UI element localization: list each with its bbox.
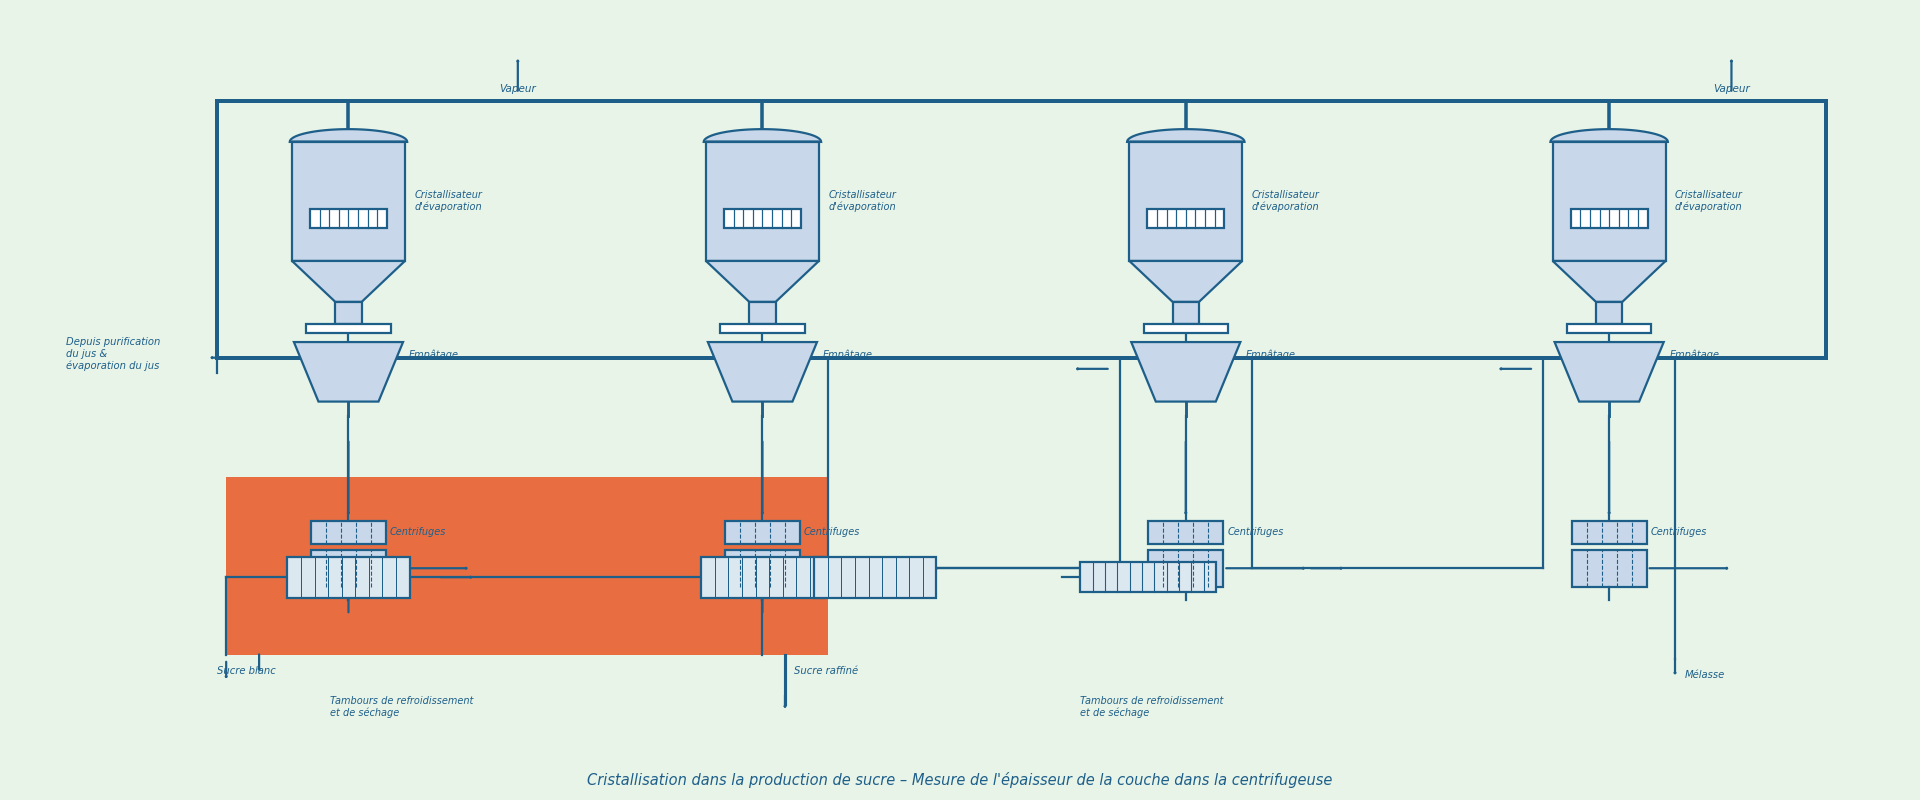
Polygon shape [1555, 342, 1665, 402]
Text: Cristallisateur
d'évaporation: Cristallisateur d'évaporation [1252, 190, 1319, 213]
Bar [701, 557, 824, 598]
Polygon shape [1553, 261, 1665, 302]
Bar [311, 550, 386, 587]
Text: Centrifuges: Centrifuges [804, 527, 860, 538]
Polygon shape [1551, 129, 1668, 142]
Text: Empâtage: Empâtage [822, 350, 874, 360]
Bar [307, 324, 390, 333]
Polygon shape [290, 129, 407, 142]
Polygon shape [705, 129, 822, 142]
Polygon shape [1131, 342, 1240, 402]
Bar [1596, 302, 1622, 324]
Text: Cristallisateur
d'évaporation: Cristallisateur d'évaporation [1674, 190, 1743, 213]
Text: Sucre blanc: Sucre blanc [217, 666, 275, 677]
Text: Empâtage: Empâtage [1246, 350, 1296, 360]
Bar [227, 477, 828, 655]
Text: Vapeur: Vapeur [499, 83, 536, 94]
Bar [1148, 522, 1223, 544]
Text: Cristallisateur
d'évaporation: Cristallisateur d'évaporation [828, 190, 897, 213]
Bar [1148, 209, 1225, 228]
Bar [749, 302, 776, 324]
Bar [1567, 324, 1651, 333]
Bar [1571, 522, 1647, 544]
Text: Centrifuges: Centrifuges [1227, 527, 1284, 538]
Text: Empâtage: Empâtage [1668, 350, 1720, 360]
Bar [1129, 142, 1242, 261]
Text: Cristallisation dans la production de sucre – Mesure de l'épaisseur de la couche: Cristallisation dans la production de su… [588, 772, 1332, 788]
Polygon shape [292, 261, 405, 302]
Text: Vapeur: Vapeur [1713, 83, 1749, 94]
Bar [1553, 142, 1667, 261]
Bar [1571, 550, 1647, 587]
Bar [1144, 324, 1229, 333]
Polygon shape [294, 342, 403, 402]
Bar [707, 142, 818, 261]
Polygon shape [1129, 261, 1242, 302]
Text: Empâtage: Empâtage [409, 350, 459, 360]
Bar [311, 209, 386, 228]
Bar [1148, 550, 1223, 587]
Text: Centrifuges: Centrifuges [390, 527, 445, 538]
Bar [1173, 302, 1198, 324]
Bar [288, 557, 409, 598]
Text: Cristallisateur
d'évaporation: Cristallisateur d'évaporation [415, 190, 482, 213]
Text: Tambours de refroidissement
et de séchage: Tambours de refroidissement et de séchag… [330, 696, 472, 718]
Text: Mélasse: Mélasse [1684, 670, 1724, 680]
Bar [1081, 562, 1215, 592]
Bar [724, 522, 801, 544]
Bar [724, 550, 801, 587]
Text: Sucre raffiné: Sucre raffiné [795, 666, 858, 677]
Bar [720, 324, 804, 333]
Bar [336, 302, 361, 324]
Bar [814, 557, 937, 598]
Bar [724, 209, 801, 228]
Polygon shape [708, 342, 818, 402]
Bar [292, 142, 405, 261]
Bar [1571, 209, 1647, 228]
Polygon shape [1127, 129, 1244, 142]
Polygon shape [707, 261, 820, 302]
Text: Depuis purification
du jus &
évaporation du jus: Depuis purification du jus & évaporation… [65, 337, 161, 371]
Text: Tambours de refroidissement
et de séchage: Tambours de refroidissement et de séchag… [1081, 696, 1223, 718]
Text: Centrifuges: Centrifuges [1651, 527, 1707, 538]
Bar [311, 522, 386, 544]
